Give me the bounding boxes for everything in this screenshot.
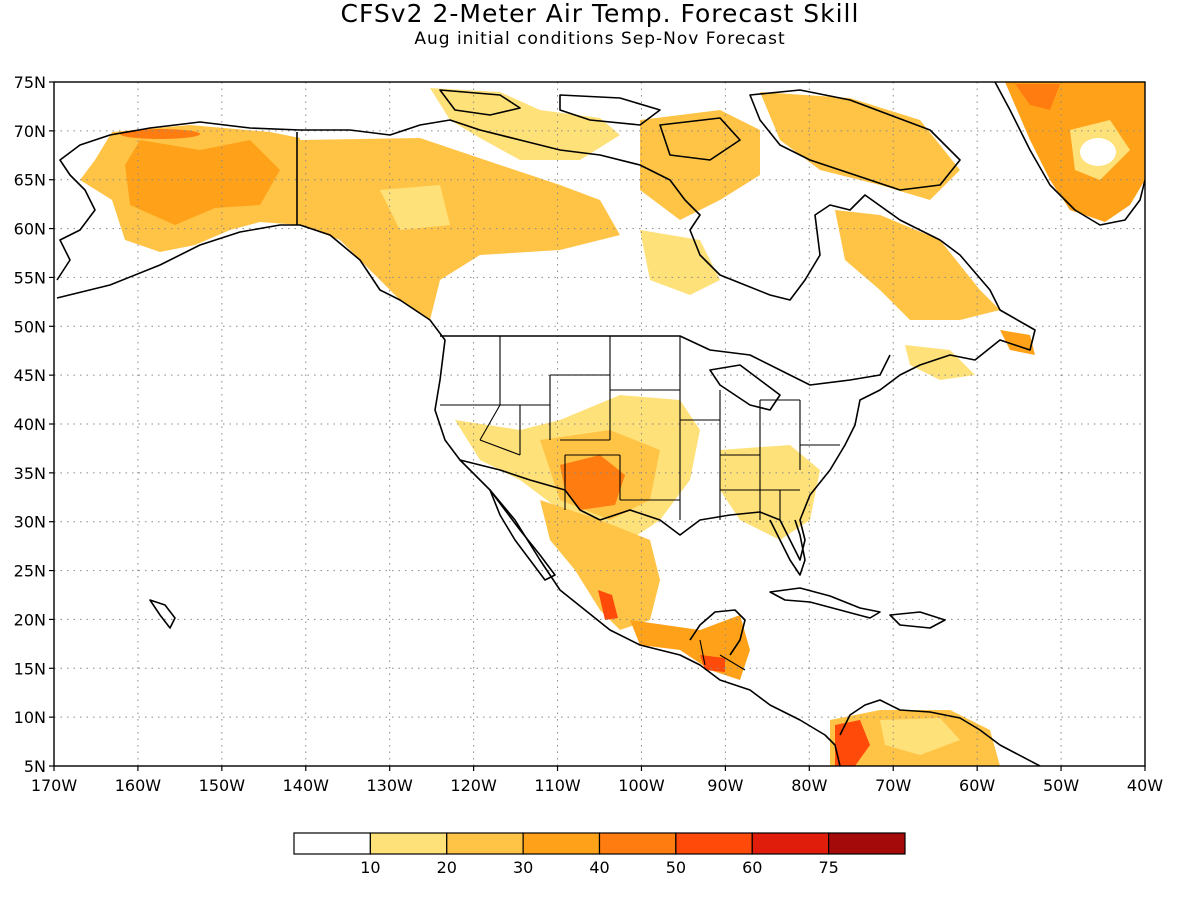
shade-yukon-light [380, 185, 450, 230]
coast-florida [769, 519, 806, 576]
lon-tick-label: 130W [367, 776, 414, 795]
border-guatemala [699, 639, 746, 671]
colorbar-label: 75 [818, 858, 838, 877]
coast-hispaniola [889, 611, 946, 629]
coast-arctic-3 [659, 117, 741, 161]
colorbar-label: 30 [513, 858, 533, 877]
shade-mexico [540, 500, 660, 630]
shade-yukon [300, 138, 620, 320]
map-title: CFSv2 2-Meter Air Temp. Forecast Skill [340, 0, 860, 28]
coast-lakes [709, 364, 781, 411]
border-us-canada [440, 335, 891, 386]
latitude-axis: 5N 10N 15N 20N 25N 30N 35N 40N 45N 50N 55N 60N 65N 70… [14, 73, 54, 776]
colorbar-label: 20 [437, 858, 457, 877]
lat-tick-label: 50N [14, 317, 46, 336]
colorbar-swatch [598, 832, 677, 855]
shade-labrador [835, 210, 1000, 320]
coast-arctic-2 [559, 94, 661, 126]
lon-tick-label: 160W [115, 776, 162, 795]
lat-tick-label: 70N [14, 122, 46, 141]
lon-tick-label: 80W [791, 776, 827, 795]
shade-new-mexico [560, 455, 625, 510]
longitude-axis: 170W 160W 150W 140W 130W 120W 110W 100W 90W 80W 70… [31, 766, 1163, 795]
coast-arctic-1 [439, 89, 521, 116]
colorbar-label: 10 [360, 858, 380, 877]
shade-maritimes [905, 345, 975, 380]
lat-tick-label: 65N [14, 171, 46, 190]
shade-baffin [640, 110, 760, 220]
lat-tick-label: 20N [14, 610, 46, 629]
coast-baffin [749, 89, 961, 191]
coast-cuba [769, 587, 881, 619]
coast-gulf [56, 119, 1036, 561]
lat-tick-label: 5N [24, 757, 46, 776]
lon-tick-label: 100W [618, 776, 665, 795]
shade-mexico-hot [598, 590, 618, 620]
lon-tick-label: 70W [875, 776, 911, 795]
coast-hawaii [149, 599, 176, 629]
lat-tick-label: 75N [14, 73, 46, 92]
lat-tick-label: 40N [14, 415, 46, 434]
coastlines [56, 82, 1145, 766]
colorbar-swatch [446, 832, 524, 855]
lon-tick-label: 110W [534, 776, 581, 795]
lon-tick-label: 150W [199, 776, 246, 795]
colorbar-label: 60 [742, 858, 762, 877]
shade-arctic-islands [430, 88, 620, 160]
state-borders [440, 336, 840, 520]
shade-greenland-white [1080, 138, 1116, 166]
colorbar: 10 20 30 40 50 60 75 [293, 832, 906, 877]
lat-tick-label: 25N [14, 562, 46, 581]
lat-tick-label: 15N [14, 659, 46, 678]
shade-alaska-core [125, 140, 280, 225]
shade-hudson-east [640, 230, 720, 295]
colorbar-swatch [369, 832, 448, 855]
shade-central-am-hot [700, 655, 725, 672]
lat-tick-label: 35N [14, 464, 46, 483]
lat-tick-label: 60N [14, 220, 46, 239]
lon-tick-label: 50W [1043, 776, 1079, 795]
shade-s-america-hot [835, 720, 870, 766]
lat-tick-label: 55N [14, 268, 46, 287]
shade-baffin-east [760, 92, 960, 200]
shade-alaska-north [120, 129, 200, 139]
coast-baja [489, 489, 556, 581]
colorbar-swatch [828, 832, 906, 855]
lon-tick-label: 170W [31, 776, 78, 795]
lon-tick-label: 60W [959, 776, 995, 795]
colorbar-swatch [293, 832, 371, 855]
shade-southeast [720, 445, 820, 540]
lon-tick-label: 90W [707, 776, 743, 795]
colorbar-swatch [751, 832, 830, 855]
colorbar-swatch [675, 832, 753, 855]
shade-s-america-light [880, 718, 960, 755]
lon-tick-label: 120W [450, 776, 497, 795]
colorbar-label: 40 [589, 858, 609, 877]
lon-tick-label: 140W [283, 776, 330, 795]
lat-tick-label: 45N [14, 366, 46, 385]
border-us-mexico [459, 459, 601, 521]
coast-greenland [994, 82, 1145, 226]
coast-yucatan [689, 609, 746, 656]
lat-tick-label: 30N [14, 513, 46, 532]
map-subtitle: Aug initial conditions Sep-Nov Forecast [414, 29, 786, 49]
skill-shading [80, 82, 1145, 766]
colorbar-label: 50 [666, 858, 686, 877]
lon-tick-label: 40W [1127, 776, 1163, 795]
colorbar-swatch [522, 832, 601, 855]
shade-greenland-hot [1015, 84, 1060, 110]
lat-tick-label: 10N [14, 708, 46, 727]
